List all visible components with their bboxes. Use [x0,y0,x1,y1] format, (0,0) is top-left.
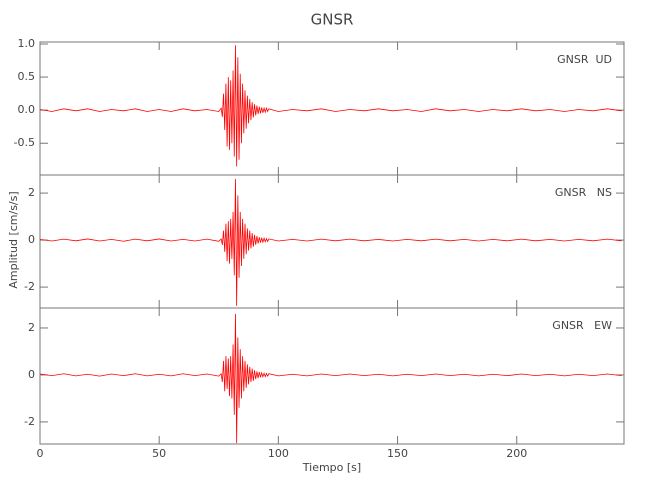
chart-title: GNSR [311,11,354,29]
y-tick-label: -2 [24,415,35,428]
panel-label: GNSR EW [552,319,612,332]
panel-frame [39,41,625,176]
waveform [39,313,622,444]
y-tick-label: 0 [28,233,35,246]
y-tick-label: -2 [24,280,35,293]
y-tick-label: 0 [28,368,35,381]
waveform [39,45,622,167]
panel-frame [39,307,625,445]
y-tick-label: 1.0 [18,37,36,50]
x-tick-label: 50 [152,447,166,460]
waveform [39,178,622,306]
y-tick-label: -0.5 [14,136,35,149]
x-tick-label: 150 [387,447,408,460]
y-tick-label: 2 [28,321,35,334]
y-axis-label: Amplitud [cm/s/s] [7,191,20,288]
panel-label: GNSR NS [555,186,612,199]
x-tick-label: 0 [37,447,44,460]
y-tick-label: 0.5 [18,70,36,83]
x-axis-label: Tiempo [s] [302,461,361,474]
panel-frame [39,174,625,309]
y-tick-label: 2 [28,186,35,199]
x-tick-label: 100 [268,447,289,460]
y-tick-label: 0.0 [18,103,36,116]
panel-label: GNSR UD [557,53,612,66]
x-tick-label: 200 [506,447,527,460]
